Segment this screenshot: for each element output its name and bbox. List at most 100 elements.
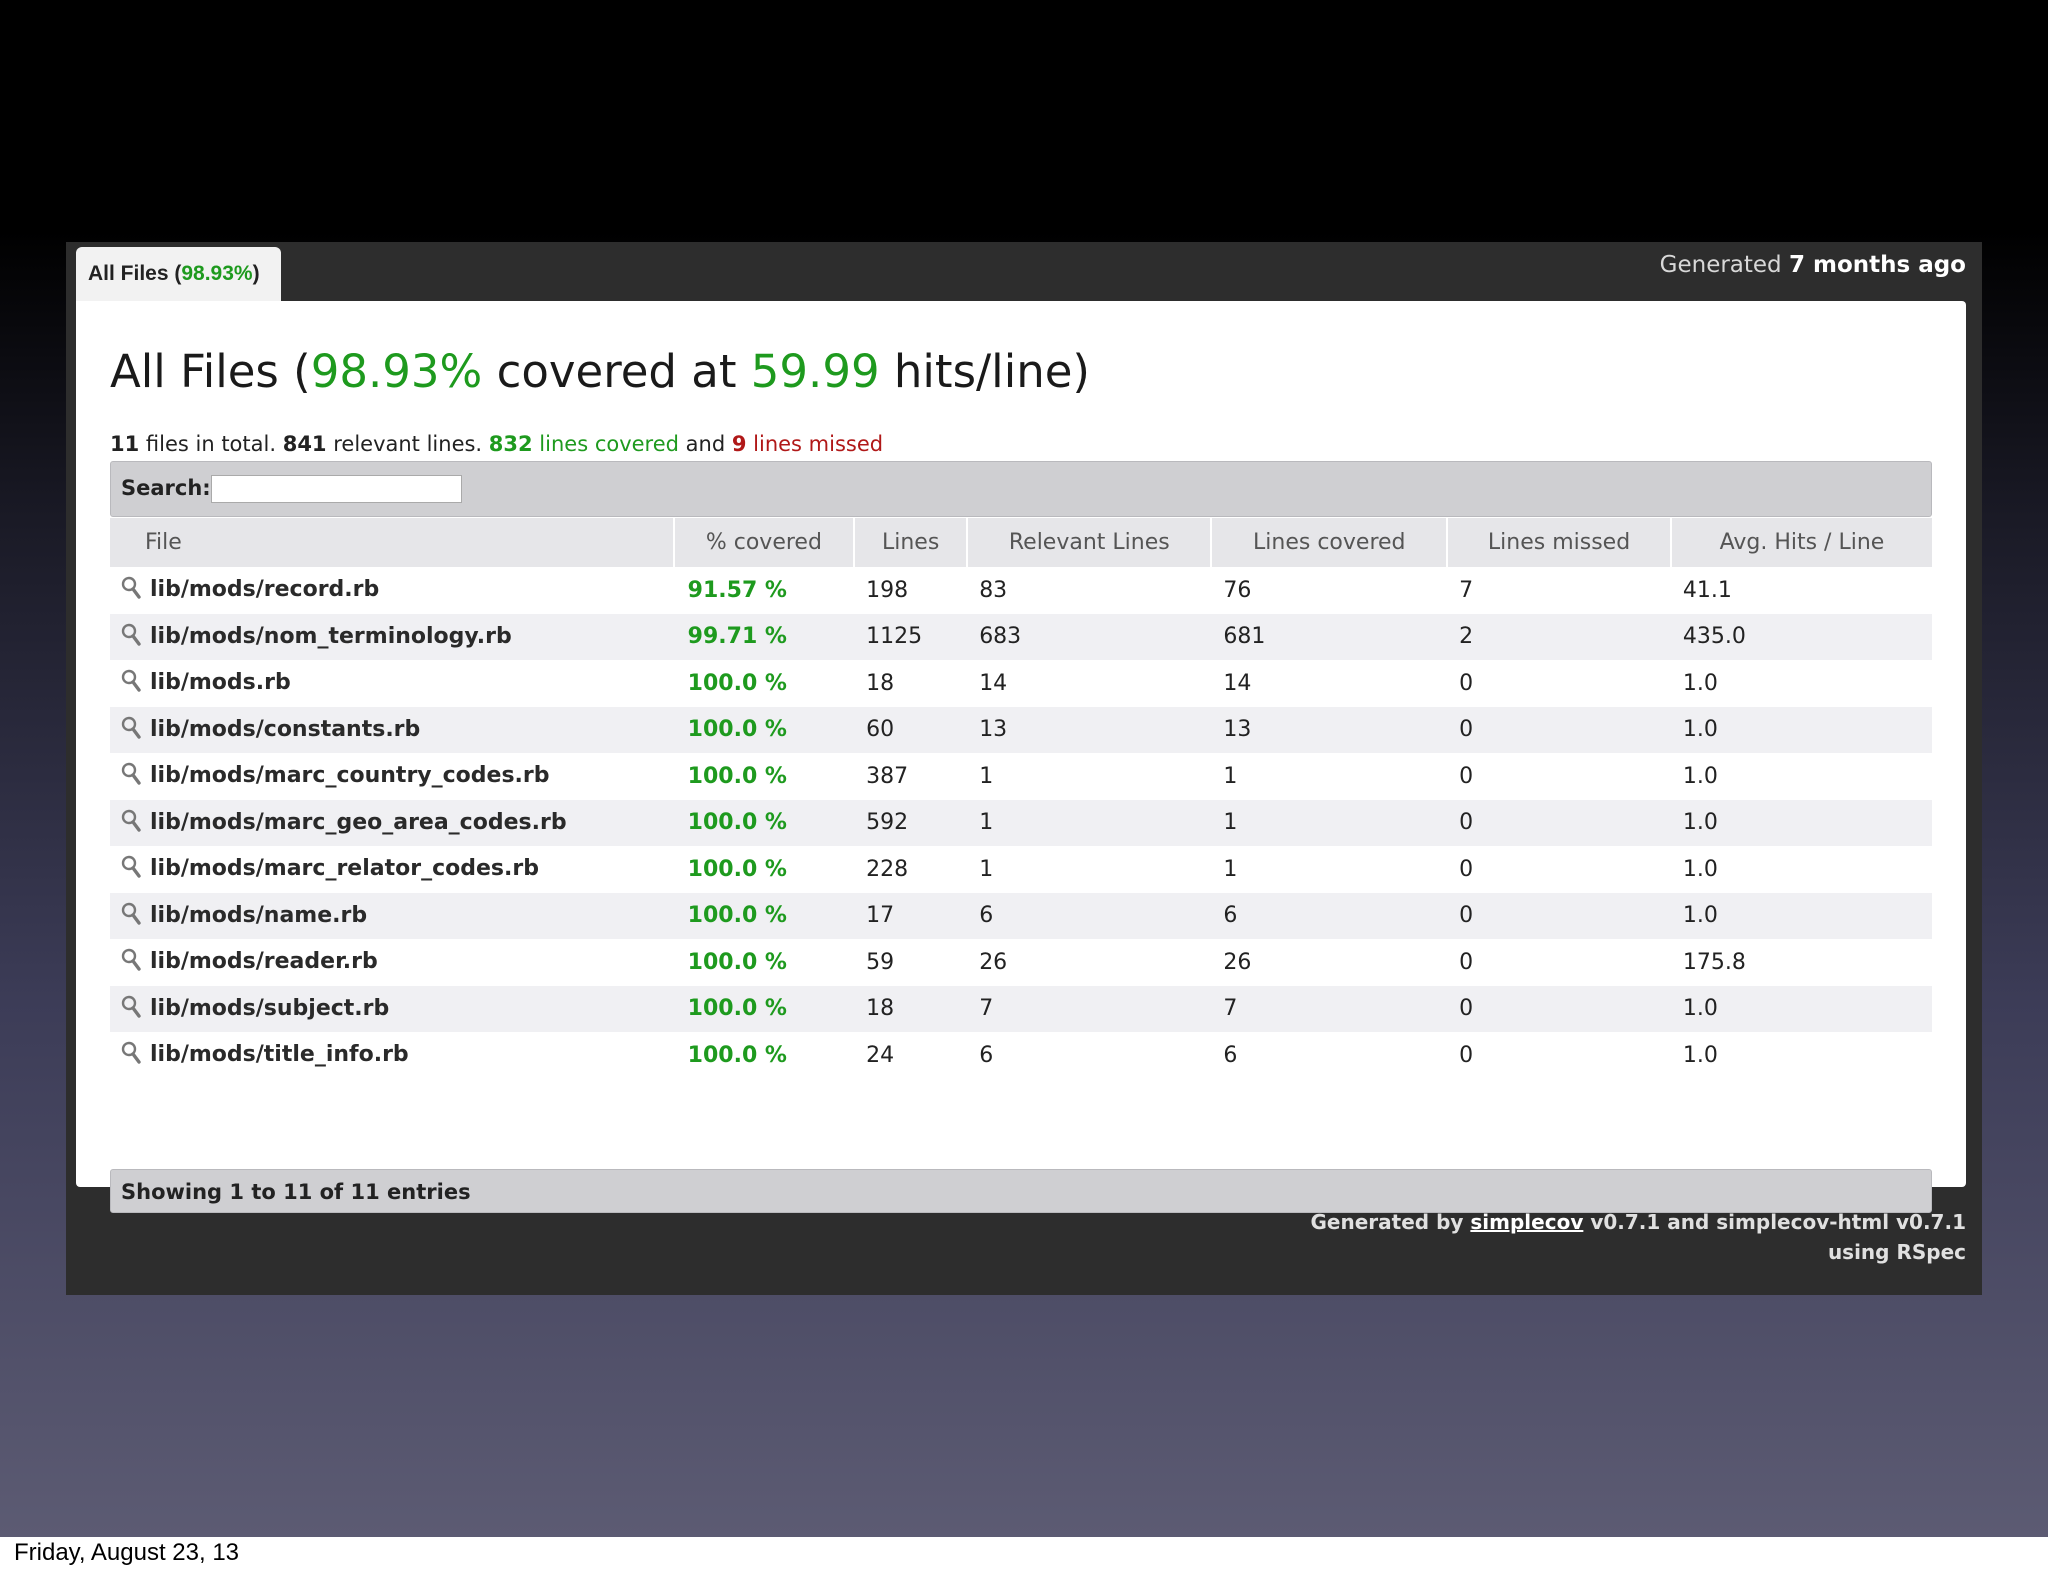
column-header-file[interactable]: File <box>110 518 675 567</box>
cell-lines: 18 <box>866 996 895 1022</box>
cell-lines: 228 <box>866 856 909 882</box>
cell-avg-hits: 1.0 <box>1682 1042 1718 1068</box>
cell-lines: 18 <box>866 670 895 696</box>
column-header-relevant-lines[interactable]: Relevant Lines <box>967 518 1213 567</box>
page-title: All Files (98.93% covered at 59.99 hits/… <box>110 345 1090 398</box>
cell-lines: 1125 <box>866 624 923 650</box>
cell-file-name[interactable]: lib/mods/constants.rb <box>110 707 674 754</box>
cell-percent-covered: 100.0 % <box>687 763 787 789</box>
cell-relevant-lines: 683 <box>979 624 1022 650</box>
file-link[interactable]: lib/mods/title_info.rb <box>150 1042 409 1068</box>
cell-relevant-lines: 6 <box>979 903 994 929</box>
cell-file-name[interactable]: lib/mods/reader.rb <box>110 939 674 986</box>
table-row: lib/mods/title_info.rb 100.0 % 24 6 6 0 1.0 <box>110 1032 1932 1079</box>
cell-avg-hits: 1.0 <box>1682 717 1718 743</box>
cell-percent-covered: 100.0 % <box>687 670 787 696</box>
cell-lines-covered: 6 <box>1223 903 1238 929</box>
cell-lines: 198 <box>866 577 909 603</box>
column-header-avg-hits[interactable]: Avg. Hits / Line <box>1719 530 1885 555</box>
cell-relevant-lines: 1 <box>979 856 994 882</box>
file-link[interactable]: lib/mods/subject.rb <box>150 995 390 1021</box>
cell-percent-covered: 100.0 % <box>687 996 787 1022</box>
entries-info: Showing 1 to 11 of 11 entries <box>121 1180 471 1204</box>
summary-files-text: files in total. <box>139 432 283 456</box>
cell-avg-hits: 435.0 <box>1682 624 1746 650</box>
title-middle: covered at <box>482 345 751 398</box>
summary-and-text: and <box>678 432 732 456</box>
file-link[interactable]: lib/mods/marc_country_codes.rb <box>150 763 550 789</box>
cell-file-name[interactable]: lib/mods/marc_geo_area_codes.rb <box>110 800 674 847</box>
cell-file-name[interactable]: lib/mods/record.rb <box>110 567 674 614</box>
cell-lines-covered: 681 <box>1223 624 1266 650</box>
cell-lines-covered: 1 <box>1223 810 1238 836</box>
cell-lines-covered: 1 <box>1223 763 1238 789</box>
cell-relevant-lines: 1 <box>979 763 994 789</box>
cell-lines: 59 <box>866 949 895 975</box>
generated-when: 7 months ago <box>1788 252 1966 278</box>
column-header-lines-missed[interactable]: Lines missed <box>1447 518 1672 567</box>
cell-percent-covered: 100.0 % <box>687 810 787 836</box>
file-link[interactable]: lib/mods/marc_geo_area_codes.rb <box>150 809 567 835</box>
cell-file-name[interactable]: lib/mods/subject.rb <box>110 986 674 1033</box>
magnifier-icon <box>120 575 142 605</box>
magnifier-icon <box>120 854 142 884</box>
cell-file-name[interactable]: lib/mods/marc_relator_codes.rb <box>110 846 674 893</box>
coverage-summary: 11 files in total. 841 relevant lines. 8… <box>110 432 883 456</box>
cell-avg-hits: 1.0 <box>1682 810 1718 836</box>
file-link[interactable]: lib/mods.rb <box>150 670 291 696</box>
main-panel: All Files (98.93% covered at 59.99 hits/… <box>76 301 1966 1213</box>
tab-all-files[interactable]: All Files (98.93%) <box>76 247 281 301</box>
column-header-lines[interactable]: Lines <box>854 518 969 567</box>
cell-lines-missed: 0 <box>1459 903 1474 929</box>
cell-lines-covered: 13 <box>1223 717 1252 743</box>
table-header-row: File % covered Lines Relevant Lines Line… <box>110 518 1932 567</box>
file-link[interactable]: lib/mods/record.rb <box>150 577 380 603</box>
search-label: Search: <box>121 476 211 500</box>
table-row: lib/mods/marc_country_codes.rb 100.0 % 387… <box>110 753 1932 800</box>
generator-credits: Generated by simplecov v0.7.1 and simple… <box>1311 1207 1966 1267</box>
magnifier-icon <box>120 668 142 698</box>
cell-file-name[interactable]: lib/mods.rb <box>110 660 674 707</box>
cell-percent-covered: 91.57 % <box>687 577 787 603</box>
cell-avg-hits: 1.0 <box>1682 996 1718 1022</box>
column-header-lines-covered[interactable]: Lines covered <box>1211 518 1449 567</box>
cell-avg-hits: 1.0 <box>1682 856 1718 882</box>
cell-relevant-lines: 26 <box>979 949 1008 975</box>
cell-lines: 60 <box>866 717 895 743</box>
table-row: lib/mods/reader.rb 100.0 % 59 26 26 0 175.8 <box>110 939 1932 986</box>
cell-relevant-lines: 13 <box>979 717 1008 743</box>
cell-file-name[interactable]: lib/mods/title_info.rb <box>110 1032 674 1079</box>
coverage-report-window: All Files (98.93%) Generated 7 months ag… <box>66 242 1982 1295</box>
credits-prefix: Generated by <box>1310 1210 1471 1234</box>
cell-lines-missed: 0 <box>1459 1042 1474 1068</box>
cell-lines-missed: 0 <box>1459 856 1474 882</box>
title-hits: 59.99 <box>750 345 880 398</box>
search-input[interactable] <box>211 475 462 503</box>
cell-lines-missed: 0 <box>1459 949 1474 975</box>
file-link[interactable]: lib/mods/name.rb <box>150 902 368 928</box>
credits-line-1: Generated by simplecov v0.7.1 and simple… <box>1311 1207 1966 1237</box>
title-suffix: hits/line) <box>879 345 1090 398</box>
cell-lines-missed: 0 <box>1459 670 1474 696</box>
simplecov-link[interactable]: simplecov <box>1470 1210 1584 1234</box>
file-link[interactable]: lib/mods/reader.rb <box>150 949 378 975</box>
magnifier-icon <box>120 622 142 652</box>
magnifier-icon <box>120 994 142 1024</box>
title-prefix: All Files ( <box>110 345 311 398</box>
table-row: lib/mods/marc_geo_area_codes.rb 100.0 % 59… <box>110 799 1932 847</box>
magnifier-icon <box>120 808 142 838</box>
column-header-percent-covered[interactable]: % covered <box>673 518 856 567</box>
cell-percent-covered: 100.0 % <box>687 717 787 743</box>
magnifier-icon <box>120 947 142 977</box>
file-link[interactable]: lib/mods/marc_relator_codes.rb <box>150 856 539 882</box>
summary-files-count: 11 <box>110 432 140 456</box>
cell-file-name[interactable]: lib/mods/nom_terminology.rb <box>110 614 674 661</box>
cell-avg-hits: 175.8 <box>1682 949 1746 975</box>
cell-file-name[interactable]: lib/mods/name.rb <box>110 893 674 940</box>
cell-avg-hits: 1.0 <box>1682 763 1718 789</box>
cell-file-name[interactable]: lib/mods/marc_country_codes.rb <box>110 753 674 800</box>
file-link[interactable]: lib/mods/nom_terminology.rb <box>150 623 512 649</box>
summary-missed-text: lines missed <box>746 432 884 456</box>
cell-percent-covered: 100.0 % <box>687 903 787 929</box>
file-link[interactable]: lib/mods/constants.rb <box>150 716 421 742</box>
